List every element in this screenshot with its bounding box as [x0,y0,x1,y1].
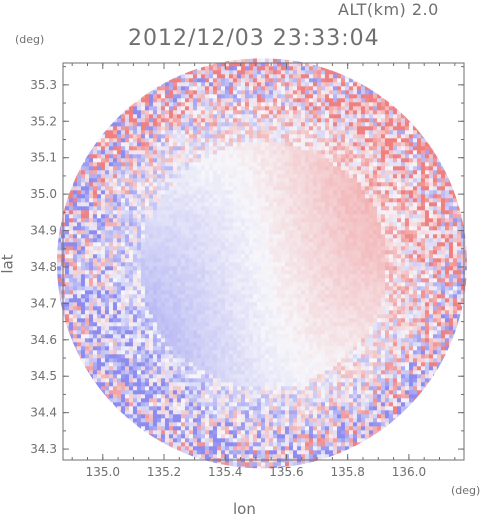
x-axis-label: lon [233,500,256,518]
chart-timestamp: 2012/12/03 23:33:04 [128,26,380,51]
x-tick-label: 135.8 [330,465,364,479]
x-tick-label: 136.0 [392,465,426,479]
y-tick-label: 35.3 [30,78,57,92]
plot-frame [62,62,465,461]
y-tick-label: 34.8 [30,260,57,274]
x-axis-unit: (deg) [451,484,481,497]
y-axis-unit: (deg) [15,33,45,46]
radar-field [56,58,467,469]
y-tick-label: 34.7 [30,296,57,310]
y-tick-label: 35.2 [30,114,57,128]
y-tick-label: 34.4 [30,406,57,420]
y-tick-label: 35.1 [30,151,57,165]
x-tick-label: 135.4 [208,465,242,479]
altitude-label: ALT(km) 2.0 [338,0,439,19]
y-tick-label: 35.0 [30,187,57,201]
x-tick-label: 135.0 [86,465,120,479]
y-tick-label: 34.9 [30,224,57,238]
y-tick-label: 34.3 [30,442,57,456]
x-tick-label: 135.6 [269,465,303,479]
y-tick-label: 34.5 [30,369,57,383]
x-tick-label: 135.2 [147,465,181,479]
y-tick-label: 34.6 [30,333,57,347]
